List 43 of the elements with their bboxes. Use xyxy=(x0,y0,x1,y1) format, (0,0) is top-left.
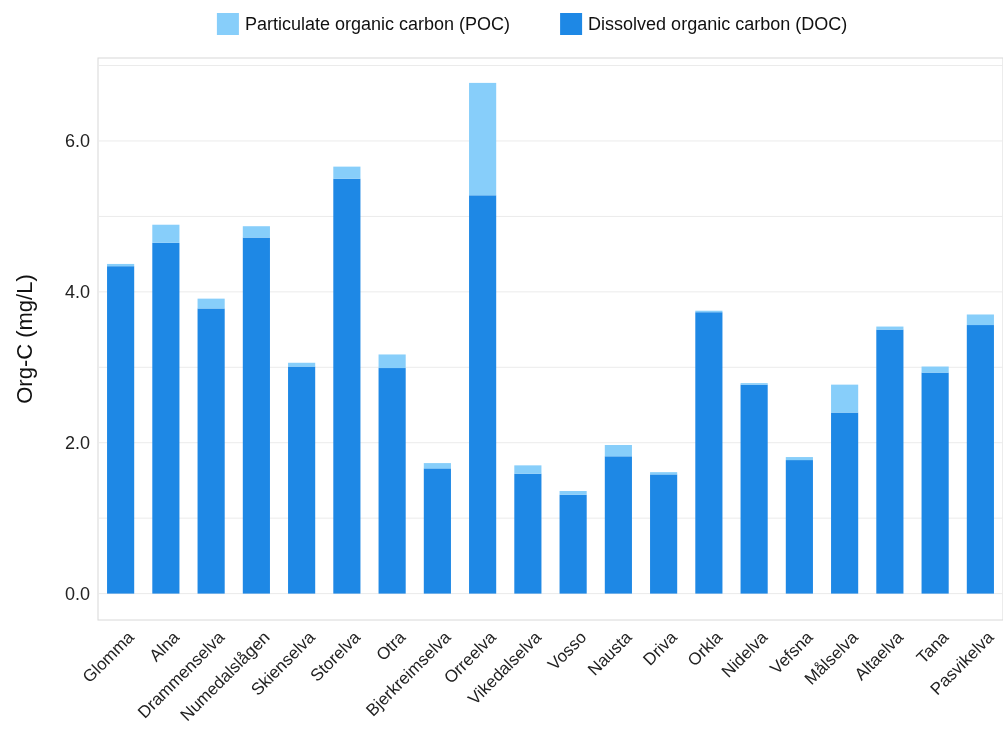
bar xyxy=(242,237,270,594)
bar xyxy=(333,178,361,594)
bar xyxy=(921,366,949,373)
bar xyxy=(288,366,316,594)
bar xyxy=(966,314,994,326)
bar xyxy=(152,224,180,243)
bar xyxy=(559,494,587,594)
bar xyxy=(333,166,361,179)
bar xyxy=(469,82,497,196)
bar xyxy=(423,463,451,469)
bar xyxy=(650,474,678,594)
legend-label: Dissolved organic carbon (DOC) xyxy=(588,14,848,35)
bar xyxy=(514,465,542,474)
bar xyxy=(152,242,180,594)
bar xyxy=(107,266,135,594)
bar xyxy=(740,384,768,594)
bar xyxy=(197,298,225,309)
bar xyxy=(378,368,406,594)
bar xyxy=(514,473,542,594)
bar xyxy=(921,372,949,594)
bar xyxy=(604,444,632,457)
bar xyxy=(831,384,859,413)
y-tick-label: 6.0 xyxy=(64,131,90,152)
bar xyxy=(604,456,632,594)
bar xyxy=(785,460,813,594)
bar xyxy=(831,412,859,594)
bar xyxy=(695,312,723,594)
y-axis-title: Org-C (mg/L) xyxy=(12,274,37,404)
y-tick-label: 4.0 xyxy=(64,282,90,303)
bar xyxy=(288,362,316,367)
y-tick-label: 0.0 xyxy=(64,583,90,604)
bar xyxy=(785,457,813,461)
bar xyxy=(242,226,270,238)
bar xyxy=(966,325,994,594)
bar xyxy=(876,326,904,330)
bar xyxy=(469,195,497,594)
bar xyxy=(197,308,225,594)
legend-label: Particulate organic carbon (POC) xyxy=(244,14,511,35)
bar xyxy=(423,468,451,594)
bar xyxy=(876,329,904,594)
y-tick-label: 2.0 xyxy=(64,433,90,454)
bar xyxy=(559,491,587,495)
bar xyxy=(378,354,406,369)
